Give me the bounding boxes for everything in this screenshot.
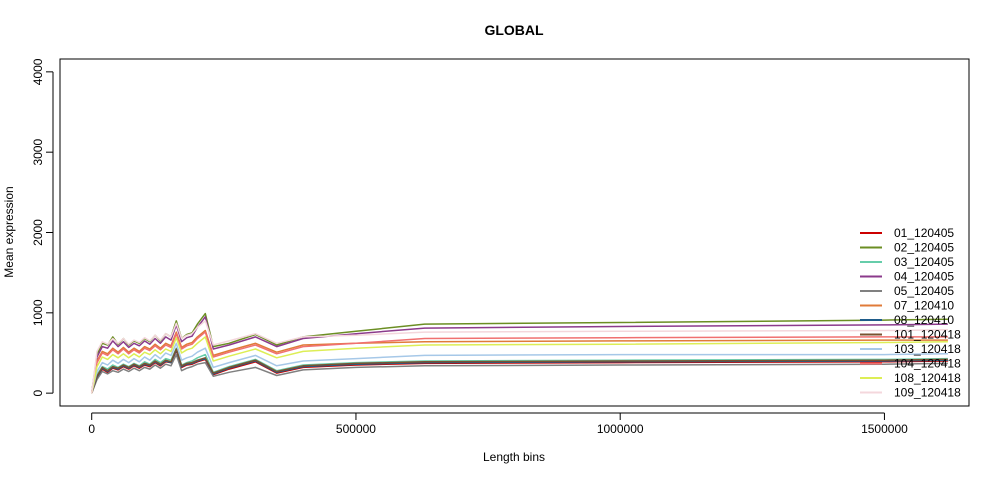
y-tick-label: 4000 [31, 58, 45, 85]
series-lines [90, 312, 948, 394]
series-line-101_120418 [90, 348, 948, 394]
series-line-108_120418 [90, 336, 948, 394]
y-tick-label: 0 [31, 389, 45, 396]
legend: 01_12040502_12040503_12040504_12040505_1… [860, 226, 961, 400]
y-axis: 0 1000 2000 3000 4000 [31, 58, 54, 396]
legend-entry: 108_120418 [894, 371, 961, 385]
series-line-109_120418 [90, 320, 948, 394]
x-tick-label: 500000 [336, 422, 376, 436]
chart-title: GLOBAL [484, 22, 544, 38]
legend-entry: 103_120418 [894, 342, 961, 356]
x-tick-label: 0 [88, 422, 95, 436]
x-tick-label: 1000000 [597, 422, 644, 436]
series-line-04_120405 [90, 316, 948, 394]
series-line-08_120410 [90, 349, 948, 394]
x-axis: 0 500000 1000000 1500000 [88, 412, 908, 436]
legend-entry: 03_120405 [894, 255, 954, 269]
legend-entry: 01_120405 [894, 226, 954, 240]
y-tick-label: 1000 [31, 299, 45, 326]
y-axis-label: Mean expression [2, 186, 16, 277]
legend-entry: 08_120410 [894, 313, 954, 327]
legend-entry: 02_120405 [894, 241, 954, 255]
legend-entry: 05_120405 [894, 284, 954, 298]
series-line-103_120418 [90, 342, 948, 394]
x-axis-label: Length bins [483, 450, 545, 464]
y-tick-label: 3000 [31, 139, 45, 166]
y-tick-label: 2000 [31, 219, 45, 246]
x-tick-label: 1500000 [861, 422, 908, 436]
legend-entry: 101_120418 [894, 328, 961, 342]
series-line-104_120418 [90, 331, 948, 394]
legend-entry: 04_120405 [894, 270, 954, 284]
legend-entry: 109_120418 [894, 386, 961, 400]
legend-entry: 07_120410 [894, 299, 954, 313]
legend-entry: 104_120418 [894, 357, 961, 371]
series-line-05_120405 [91, 353, 948, 394]
plot-frame [59, 58, 970, 407]
